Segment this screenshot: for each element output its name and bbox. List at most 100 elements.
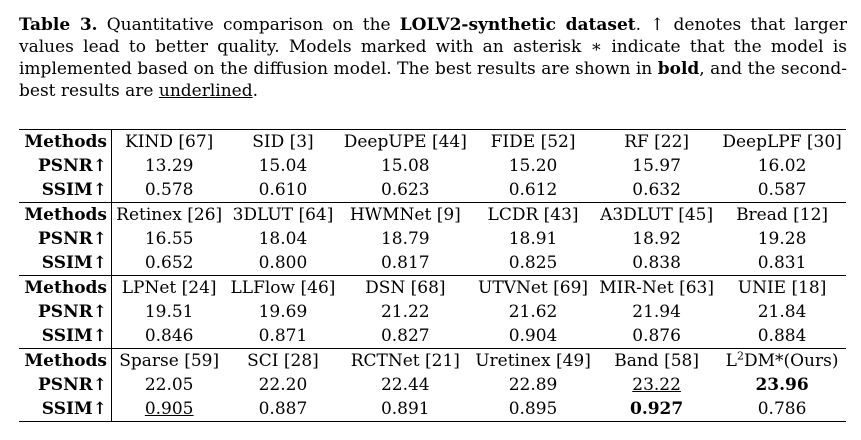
ssim-cell: 0.891 [339, 397, 472, 422]
ssim-cell: 0.800 [258, 253, 308, 273]
table-caption: Table 3. Quantitative comparison on the … [19, 14, 847, 102]
ssim-cell: 0.827 [380, 326, 430, 346]
ssim-cell: 0.905 [111, 397, 227, 422]
results-table: Methods KIND [67] SID [3] DeepUPE [44] F… [19, 129, 846, 422]
psnr-cell: 18.91 [508, 229, 558, 249]
second-best-value: 23.22 [632, 375, 681, 395]
psnr-cell: 15.08 [380, 156, 430, 176]
method-cell: LCDR [43] [471, 202, 596, 227]
ssim-cell: 0.887 [226, 397, 340, 422]
psnr-cell: 19.69 [258, 302, 308, 322]
row-label-psnr: PSNR↑ [19, 300, 112, 324]
psnr-cell: 15.20 [508, 156, 558, 176]
method-cell: LLFlow [46] [226, 275, 340, 300]
row-label-ssim: SSIM↑ [19, 251, 112, 276]
second-best-value: 0.905 [144, 399, 194, 419]
psnr-cell: 21.22 [380, 302, 430, 322]
ssim-row: SSIM↑ 0.846 0.871 0.827 0.904 0.876 0.88… [19, 324, 846, 349]
ssim-cell: 0.652 [144, 253, 194, 273]
ssim-cell: 0.871 [258, 326, 308, 346]
ssim-cell: 0.884 [757, 326, 807, 346]
psnr-cell: 22.05 [144, 375, 194, 395]
methods-row: Methods Sparse [59] SCI [28] RCTNet [21]… [19, 348, 846, 373]
method-cell: Band [58] [595, 348, 719, 373]
psnr-row: PSNR↑ 13.29 15.04 15.08 15.20 15.97 16.0… [19, 154, 846, 178]
row-label-methods: Methods [19, 348, 112, 373]
psnr-cell: 22.44 [380, 375, 430, 395]
caption-bold-word: bold [657, 59, 700, 79]
caption-underline-word: underlined [158, 81, 253, 101]
methods-row: Methods LPNet [24] LLFlow [46] DSN [68] … [19, 275, 846, 300]
row-label-psnr: PSNR↑ [19, 154, 112, 178]
psnr-cell: 18.92 [632, 229, 681, 249]
row-label-methods: Methods [19, 275, 112, 300]
ssim-cell: 0.846 [144, 326, 194, 346]
row-label-psnr: PSNR↑ [19, 373, 112, 397]
method-cell: MIR-Net [63] [595, 275, 719, 300]
ssim-cell: 0.831 [757, 253, 807, 273]
ssim-cell: 0.825 [508, 253, 558, 273]
best-value: 0.927 [629, 399, 684, 419]
method-cell: A3DLUT [45] [595, 202, 719, 227]
psnr-row: PSNR↑ 19.51 19.69 21.22 21.62 21.94 21.8… [19, 300, 846, 324]
caption-text-1: Quantitative comparison on the [106, 15, 391, 35]
psnr-row: PSNR↑ 16.55 18.04 18.79 18.91 18.92 19.2… [19, 227, 846, 251]
psnr-cell: 21.62 [508, 302, 558, 322]
psnr-cell: 15.04 [258, 156, 308, 176]
method-cell: DeepLPF [30] [718, 129, 846, 154]
ssim-row: SSIM↑ 0.578 0.610 0.623 0.612 0.632 0.58… [19, 178, 846, 203]
method-cell: FIDE [52] [471, 129, 596, 154]
methods-row: Methods KIND [67] SID [3] DeepUPE [44] F… [19, 129, 846, 154]
methods-row: Methods Retinex [26] 3DLUT [64] HWMNet [… [19, 202, 846, 227]
method-cell-ours: L2DM*(Ours) [718, 348, 846, 373]
method-cell: SID [3] [226, 129, 340, 154]
row-label-methods: Methods [19, 129, 112, 154]
psnr-row: PSNR↑ 22.05 22.20 22.44 22.89 23.22 23.9… [19, 373, 846, 397]
method-cell: DeepUPE [44] [339, 129, 472, 154]
ssim-cell: 0.838 [632, 253, 681, 273]
caption-label: Table 3. [19, 15, 98, 35]
psnr-cell: 21.84 [757, 302, 807, 322]
ssim-cell: 0.623 [380, 180, 430, 200]
psnr-cell: 13.29 [144, 156, 194, 176]
method-cell: Retinex [26] [111, 202, 227, 227]
method-cell: Bread [12] [718, 202, 846, 227]
method-ours-superscript: 2 [736, 349, 744, 363]
psnr-cell: 16.55 [144, 229, 194, 249]
method-ours-base: L [725, 351, 737, 371]
method-cell: KIND [67] [111, 129, 227, 154]
psnr-cell: 23.22 [595, 373, 718, 397]
psnr-cell: 22.20 [258, 375, 308, 395]
method-cell: SCI [28] [226, 348, 340, 373]
psnr-cell: 19.51 [144, 302, 194, 322]
method-cell: HWMNet [9] [339, 202, 472, 227]
ssim-cell: 0.610 [258, 180, 308, 200]
ssim-cell: 0.895 [471, 397, 596, 422]
psnr-cell: 22.89 [508, 375, 558, 395]
ssim-row: SSIM↑ 0.905 0.887 0.891 0.895 0.927 0.78… [19, 397, 846, 422]
caption-text-4: . [252, 81, 259, 101]
ssim-cell: 0.632 [632, 180, 681, 200]
ssim-cell: 0.876 [632, 326, 681, 346]
psnr-cell: 18.04 [258, 229, 308, 249]
method-cell: DSN [68] [339, 275, 472, 300]
ssim-row: SSIM↑ 0.652 0.800 0.817 0.825 0.838 0.83… [19, 251, 846, 276]
method-cell: Uretinex [49] [471, 348, 596, 373]
method-cell: LPNet [24] [111, 275, 227, 300]
ssim-cell: 0.612 [508, 180, 558, 200]
method-cell: RCTNet [21] [339, 348, 472, 373]
psnr-cell: 16.02 [757, 156, 807, 176]
psnr-cell: 23.96 [718, 373, 846, 397]
ssim-cell: 0.786 [718, 397, 846, 422]
ssim-cell: 0.927 [595, 397, 719, 422]
ssim-cell: 0.587 [757, 180, 807, 200]
psnr-cell: 19.28 [757, 229, 807, 249]
ssim-cell: 0.904 [508, 326, 558, 346]
method-cell: Sparse [59] [111, 348, 227, 373]
method-cell: UTVNet [69] [471, 275, 596, 300]
row-label-psnr: PSNR↑ [19, 227, 112, 251]
ssim-cell: 0.817 [380, 253, 430, 273]
psnr-cell: 15.97 [632, 156, 681, 176]
row-label-ssim: SSIM↑ [19, 178, 112, 203]
method-ours-rest: DM*(Ours) [743, 351, 839, 371]
